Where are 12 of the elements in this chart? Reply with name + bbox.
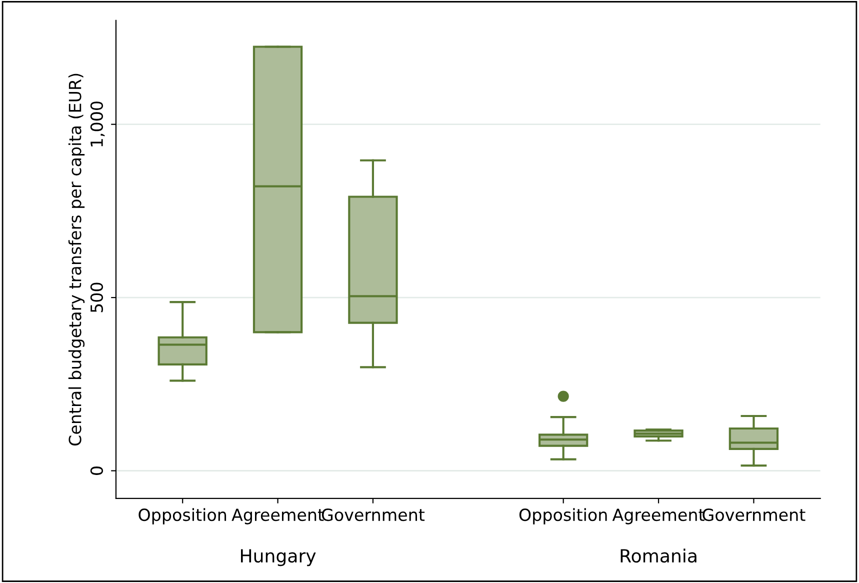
text: Romania: [620, 548, 696, 563]
x-tick-label: Government: [702, 508, 806, 522]
x-tick-label: Agreement: [232, 508, 324, 524]
x-tick-label: Opposition: [138, 508, 226, 524]
text: Hungary: [241, 549, 316, 566]
x-tick-label: Opposition: [519, 508, 607, 524]
y-axis-title: Central budgetary transfers per capita (EUR): [68, 74, 85, 446]
y-tick-label: 500: [90, 282, 104, 312]
x-tick-label: Agreement: [612, 508, 704, 524]
x-tick-label: Government: [322, 508, 425, 522]
y-tick-label: 1,000: [90, 102, 105, 146]
y-tick-label: 0: [90, 466, 104, 475]
